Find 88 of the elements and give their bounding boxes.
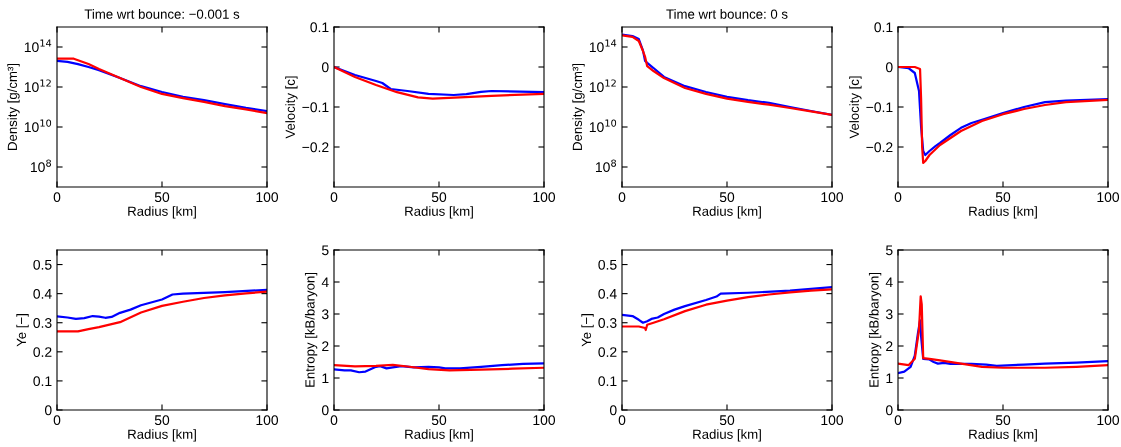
x-tick-label: 0 bbox=[618, 415, 626, 426]
y-tick-label: 10$^{8}$ bbox=[595, 159, 617, 173]
x-tick-label: 100 bbox=[533, 192, 556, 203]
chart-title: Time wrt bounce: 0 s bbox=[666, 9, 788, 19]
line-series bbox=[622, 288, 832, 332]
y-tick-label: −0.1 bbox=[302, 102, 329, 113]
y-tick-label: 10$^{14}$ bbox=[589, 39, 617, 53]
y-tick-label: 0.1 bbox=[874, 22, 893, 33]
y-axis-title: Ye [−] bbox=[16, 314, 29, 347]
y-tick-label: 0.1 bbox=[310, 22, 329, 33]
x-tick-label: 100 bbox=[256, 192, 279, 203]
y-tick-label: 0.2 bbox=[33, 347, 52, 357]
y-axis-title: Density [g/cm³] bbox=[572, 63, 585, 150]
x-axis-title: Radius [km] bbox=[405, 206, 473, 219]
y-tick-label: 2 bbox=[322, 341, 329, 352]
x-tick-label: 50 bbox=[431, 192, 447, 203]
y-tick-label: 0.4 bbox=[598, 288, 617, 299]
y-axis-title: Entropy [kB/baryon] bbox=[304, 273, 318, 387]
y-tick-label: −0.1 bbox=[866, 102, 893, 113]
y-tick-label: 0.5 bbox=[598, 259, 617, 270]
x-tick-label: 50 bbox=[719, 415, 735, 426]
x-tick-label: 0 bbox=[330, 415, 338, 426]
x-tick-label: 100 bbox=[533, 415, 556, 426]
x-tick-label: 0 bbox=[53, 415, 61, 426]
x-tick-label: 0 bbox=[618, 192, 626, 203]
x-tick-label: 0 bbox=[894, 415, 902, 426]
y-tick-label: −0.2 bbox=[866, 142, 893, 153]
x-axis-title: Radius [km] bbox=[405, 429, 473, 442]
y-tick-label: 0 bbox=[609, 405, 617, 416]
y-tick-label: 4 bbox=[321, 277, 329, 288]
y-tick-label: 0 bbox=[321, 62, 329, 73]
y-tick-label: 0.1 bbox=[598, 376, 617, 387]
x-axis-title: Radius [km] bbox=[128, 206, 196, 219]
chart-title: Time wrt bounce: −0.001 s bbox=[84, 9, 240, 19]
y-axis-title: Ye [−] bbox=[581, 314, 594, 347]
line-series bbox=[622, 286, 832, 324]
y-tick-label: 5 bbox=[885, 245, 893, 256]
x-tick-label: 100 bbox=[1097, 415, 1120, 426]
y-tick-label: 10$^{12}$ bbox=[589, 79, 616, 93]
y-tick-label: 10$^{10}$ bbox=[24, 119, 52, 133]
y-tick-label: 10$^{8}$ bbox=[30, 159, 52, 173]
x-tick-label: 0 bbox=[894, 192, 902, 203]
x-tick-label: 50 bbox=[154, 415, 170, 426]
x-axis-title: Radius [km] bbox=[693, 206, 761, 219]
x-axis-title: Radius [km] bbox=[693, 429, 761, 442]
y-tick-label: 3 bbox=[885, 309, 893, 320]
line-series bbox=[898, 295, 1108, 369]
y-axis-title: Entropy [kB/baryon] bbox=[868, 273, 882, 387]
y-axis-title: Velocity [c] bbox=[849, 76, 862, 139]
y-tick-label: 0 bbox=[321, 405, 329, 416]
x-tick-label: 0 bbox=[53, 192, 61, 203]
x-axis-title: Radius [km] bbox=[128, 429, 196, 442]
y-tick-label: 10$^{12}$ bbox=[24, 79, 51, 93]
y-tick-label: 0.3 bbox=[598, 318, 617, 328]
x-tick-label: 100 bbox=[256, 415, 279, 426]
y-tick-label: 5 bbox=[321, 245, 329, 256]
y-tick-label: 0.4 bbox=[33, 288, 52, 299]
y-axis-title: Velocity [c] bbox=[285, 76, 298, 139]
y-tick-label: 0 bbox=[885, 405, 893, 416]
x-tick-label: 100 bbox=[1097, 192, 1120, 203]
y-tick-label: 0.1 bbox=[33, 376, 52, 387]
x-tick-label: 50 bbox=[431, 415, 447, 426]
y-tick-label: 0.2 bbox=[598, 347, 617, 357]
y-tick-label: 0.3 bbox=[33, 318, 52, 328]
y-tick-label: 3 bbox=[321, 309, 329, 320]
line-series bbox=[57, 288, 267, 321]
x-tick-label: 50 bbox=[995, 192, 1011, 203]
y-tick-label: 2 bbox=[886, 341, 893, 352]
x-tick-label: 0 bbox=[330, 192, 338, 203]
x-tick-label: 50 bbox=[995, 415, 1011, 426]
y-tick-label: 0.5 bbox=[33, 259, 52, 270]
x-tick-label: 50 bbox=[154, 192, 170, 203]
y-tick-label: 10$^{14}$ bbox=[24, 39, 52, 53]
y-tick-label: 4 bbox=[885, 277, 893, 288]
x-tick-label: 100 bbox=[821, 415, 844, 426]
y-tick-label: 1 bbox=[886, 373, 893, 384]
x-tick-label: 100 bbox=[821, 192, 844, 203]
y-tick-label: 1 bbox=[322, 373, 329, 384]
y-axis-title: Density [g/cm³] bbox=[7, 63, 20, 150]
y-tick-label: 10$^{10}$ bbox=[589, 119, 617, 133]
x-axis-title: Radius [km] bbox=[969, 429, 1037, 442]
x-tick-label: 50 bbox=[719, 192, 735, 203]
y-tick-label: 0 bbox=[885, 62, 893, 73]
y-tick-label: −0.2 bbox=[302, 142, 329, 153]
line-series bbox=[57, 290, 267, 333]
y-tick-label: 0 bbox=[44, 405, 52, 416]
line-series bbox=[898, 319, 1108, 375]
x-axis-title: Radius [km] bbox=[969, 206, 1037, 219]
